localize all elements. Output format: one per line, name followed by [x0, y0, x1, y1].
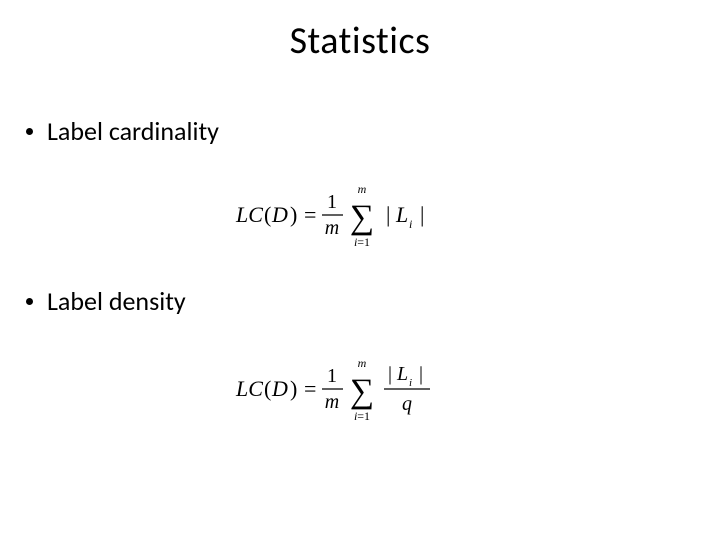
bullet-item-cardinality: Label cardinality — [26, 115, 219, 147]
svg-text:m: m — [358, 182, 367, 196]
label-density-formula: LC ( D ) = 1 m ∑ m i=1 | L i | — [0, 350, 720, 433]
svg-text:D: D — [271, 376, 288, 401]
svg-text:i=1: i=1 — [354, 409, 370, 423]
svg-text:1: 1 — [327, 365, 337, 387]
svg-text:∑: ∑ — [350, 373, 374, 410]
bullet-dot-icon — [26, 298, 33, 305]
svg-text:): ) — [290, 376, 297, 401]
bullet-dot-icon — [26, 128, 33, 135]
svg-text:D: D — [271, 202, 288, 227]
svg-text:|: | — [386, 202, 390, 227]
svg-text:): ) — [290, 202, 297, 227]
bullet-item-density: Label density — [26, 285, 186, 317]
svg-text:|: | — [388, 363, 392, 385]
svg-text:1: 1 — [327, 191, 337, 213]
slide: Statistics Label cardinality LC ( D ) = … — [0, 0, 720, 540]
svg-text:(: ( — [264, 202, 271, 227]
svg-text:|: | — [419, 363, 423, 385]
svg-text:∑: ∑ — [350, 199, 374, 236]
svg-text:|: | — [420, 202, 424, 227]
svg-text:m: m — [358, 356, 367, 370]
svg-text:q: q — [402, 393, 412, 415]
label-cardinality-formula: LC ( D ) = 1 m ∑ m i=1 | L i | — [0, 180, 720, 255]
svg-text:L: L — [395, 202, 408, 227]
svg-text:LC: LC — [235, 202, 263, 227]
bullet-label: Label density — [47, 285, 186, 317]
svg-text:=: = — [304, 202, 316, 227]
svg-text:LC: LC — [235, 376, 263, 401]
svg-text:=: = — [304, 376, 316, 401]
svg-text:L: L — [396, 363, 408, 385]
svg-text:m: m — [325, 217, 339, 239]
bullet-label: Label cardinality — [47, 115, 219, 147]
svg-text:(: ( — [264, 376, 271, 401]
svg-text:i=1: i=1 — [354, 235, 370, 249]
svg-text:i: i — [409, 217, 412, 231]
slide-title: Statistics — [0, 18, 720, 64]
svg-text:m: m — [325, 391, 339, 413]
svg-text:i: i — [409, 377, 412, 389]
